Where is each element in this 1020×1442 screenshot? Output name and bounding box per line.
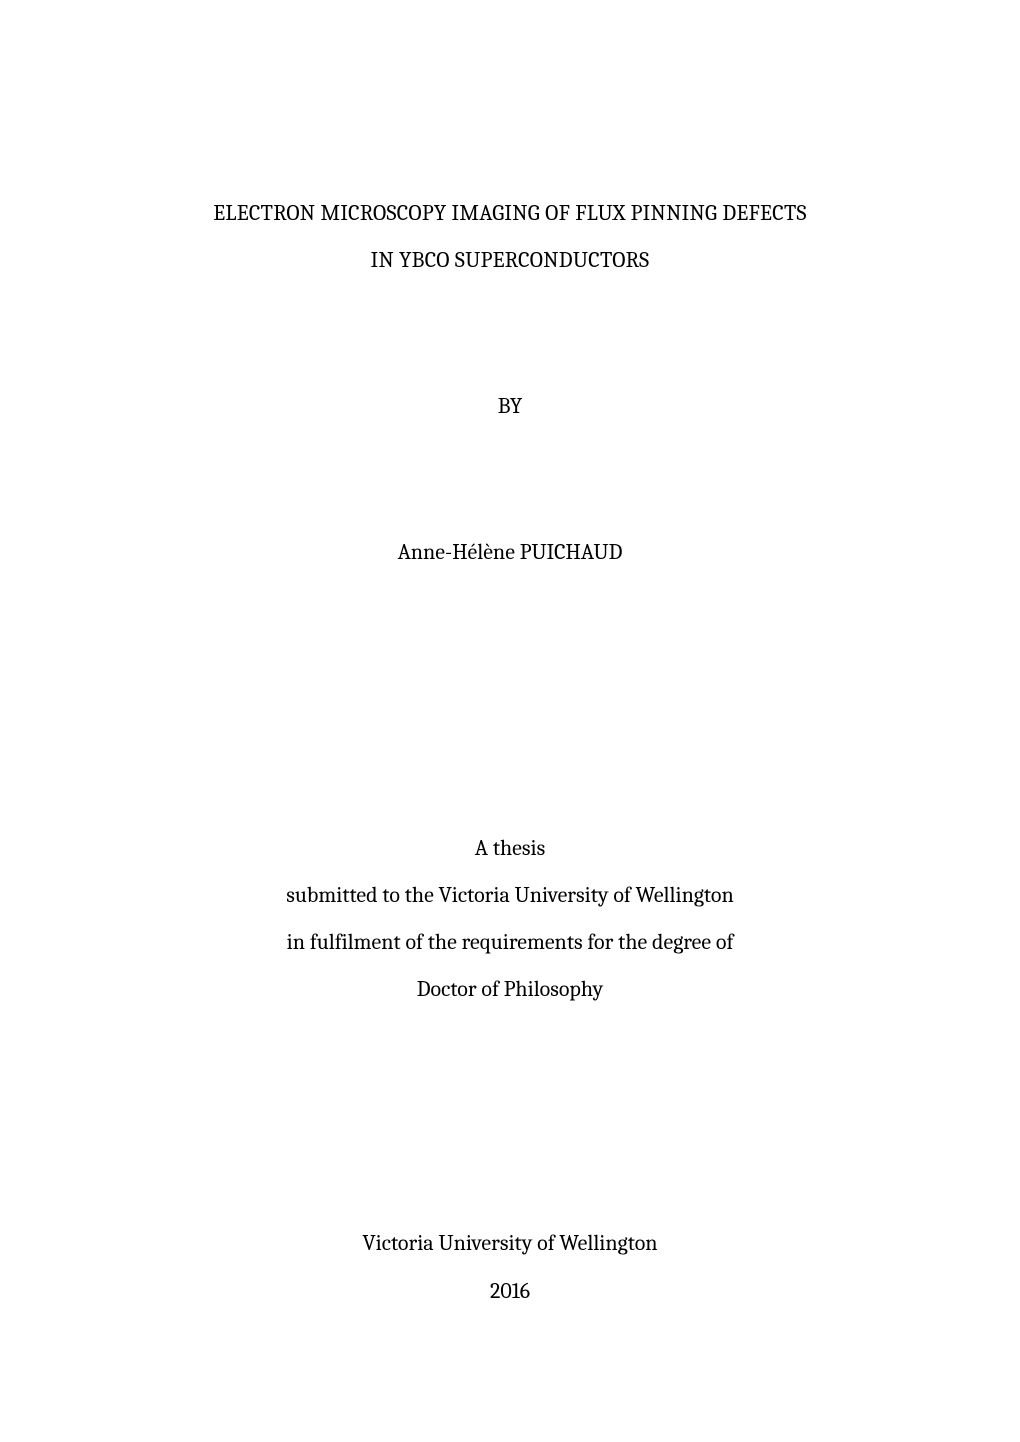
thesis-line-2: submitted to the Victoria University of … xyxy=(0,872,1020,919)
thesis-title: ELECTRON MICROSCOPY IMAGING OF FLUX PINN… xyxy=(0,190,1020,285)
university-name: Victoria University of Wellington xyxy=(0,1230,1020,1256)
thesis-statement: A thesis submitted to the Victoria Unive… xyxy=(0,825,1020,1014)
thesis-line-3: in fulfilment of the requirements for th… xyxy=(0,919,1020,966)
by-label: BY xyxy=(0,393,1020,419)
thesis-line-4: Doctor of Philosophy xyxy=(0,966,1020,1013)
thesis-line-1: A thesis xyxy=(0,825,1020,872)
title-line-1: ELECTRON MICROSCOPY IMAGING OF FLUX PINN… xyxy=(0,190,1020,237)
title-line-2: IN YBCO SUPERCONDUCTORS xyxy=(0,237,1020,284)
year: 2016 xyxy=(0,1278,1020,1304)
title-page: ELECTRON MICROSCOPY IMAGING OF FLUX PINN… xyxy=(0,0,1020,1442)
author-name: Anne-Hélène PUICHAUD xyxy=(0,539,1020,565)
